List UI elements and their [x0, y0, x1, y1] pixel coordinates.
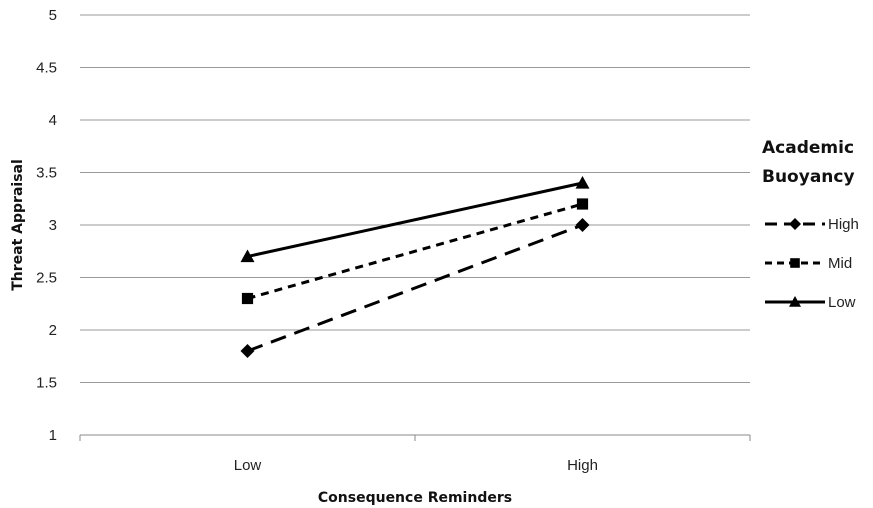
data-point-low	[575, 176, 590, 189]
legend-title-line-2: Buoyancy	[762, 167, 855, 187]
legend-label-high: High	[828, 216, 859, 233]
x-axis	[79, 434, 751, 441]
legend-marker-low	[789, 296, 801, 307]
data-point-mid	[241, 292, 254, 305]
data-point-high	[575, 218, 590, 232]
series-line-high	[246, 223, 584, 353]
series-lines	[240, 176, 590, 358]
x-axis-tick-labels: Low High	[234, 457, 598, 474]
y-axis-title: Threat Appraisal	[10, 159, 26, 291]
x-tick-label: High	[567, 457, 598, 474]
data-point-mid	[576, 198, 589, 210]
y-tick-label: 1	[49, 427, 57, 444]
series-line-mid	[247, 202, 583, 300]
legend-marker-high	[789, 218, 801, 230]
data-point-low	[240, 249, 255, 263]
legend-title-line-1: Academic	[762, 138, 854, 158]
y-tick-label: 5	[49, 7, 57, 24]
y-tick-label: 2.5	[36, 270, 57, 287]
legend: Academic Buoyancy High Mid Low	[762, 138, 859, 311]
y-tick-label: 3.5	[36, 165, 57, 182]
series-line-low	[247, 181, 583, 258]
y-tick-label: 2	[49, 322, 57, 339]
y-tick-label: 4	[49, 112, 57, 129]
x-tick-label: Low	[234, 457, 262, 474]
y-axis-tick-labels: 1 1.5 2 2.5 3 3.5 4 4.5 5	[36, 7, 57, 444]
data-point-high	[240, 344, 255, 358]
y-tick-label: 1.5	[36, 375, 57, 392]
legend-marker-mid	[790, 258, 800, 268]
y-tick-label: 3	[49, 217, 57, 234]
y-tick-label: 4.5	[36, 60, 57, 77]
legend-label-mid: Mid	[828, 255, 852, 272]
x-axis-title: Consequence Reminders	[318, 490, 512, 506]
gridlines	[80, 14, 750, 383]
legend-label-low: Low	[828, 294, 856, 311]
